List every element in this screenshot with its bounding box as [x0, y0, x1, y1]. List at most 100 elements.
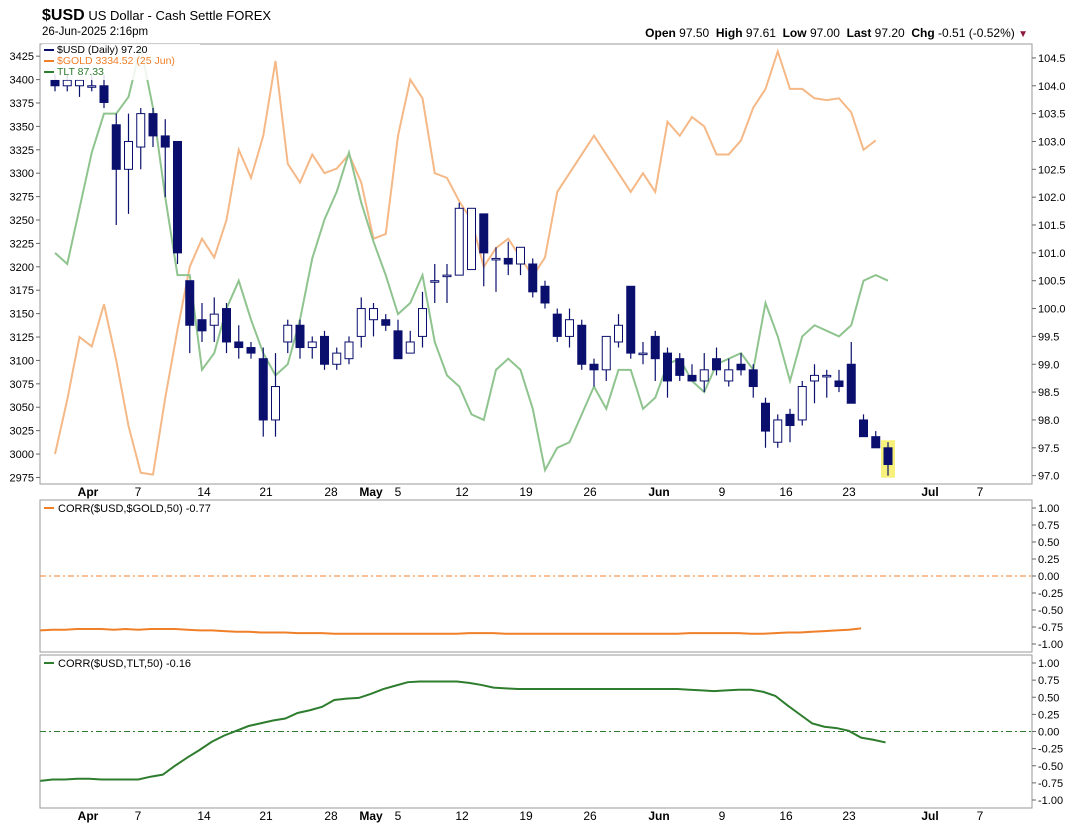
- left-axis-tick-label: 3050: [10, 402, 34, 414]
- right-axis-tick-label: 98.0: [1038, 415, 1059, 427]
- x-axis-label-main: 19: [519, 485, 533, 499]
- gold-price-line: [54, 48, 877, 476]
- usd-candle-body: [271, 386, 280, 421]
- right-axis-tick-label: 101.0: [1038, 248, 1066, 260]
- usd-candle-body: [173, 140, 182, 254]
- usd-candle-body: [442, 274, 452, 278]
- x-axis-label-bottom: 12: [455, 809, 469, 823]
- gold-corr-title: CORR($USD,$GOLD,50) -0.77: [58, 503, 211, 515]
- x-axis-label-main: 7: [135, 485, 142, 499]
- usd-candle-body: [197, 319, 207, 332]
- right-axis-tick-label: 102.0: [1038, 192, 1066, 204]
- open-label: Open: [645, 26, 676, 40]
- x-axis-label-main: 9: [719, 485, 726, 499]
- change-value: -0.51 (-0.52%): [938, 26, 1015, 40]
- left-axis-tick-label: 3300: [10, 168, 34, 180]
- usd-candle-body: [773, 419, 783, 443]
- gold-corr-axis-tick-label: -1.00: [1038, 639, 1063, 651]
- usd-candle-body: [418, 308, 427, 337]
- usd-candle-body: [687, 374, 697, 382]
- usd-candle-body: [675, 358, 685, 376]
- usd-candle-body: [393, 330, 403, 360]
- usd-candle-body: [111, 124, 121, 170]
- symbol-label: $USD: [42, 7, 85, 24]
- legend-background: [42, 44, 200, 80]
- usd-candle-body: [761, 402, 770, 432]
- usd-candle-body: [503, 257, 513, 265]
- x-axis-label-main: Jun: [648, 485, 669, 499]
- usd-candle-body: [589, 363, 599, 371]
- usd-candle-body: [405, 341, 415, 354]
- chart-datetime: 26-Jun-2025 2:16pm: [42, 26, 149, 38]
- right-axis-tick-label: 97.0: [1038, 471, 1059, 483]
- left-axis-tick-label: 3025: [10, 426, 34, 438]
- usd-candle-body: [540, 285, 550, 304]
- usd-candle-body: [577, 324, 587, 365]
- x-axis-label-main: 21: [259, 485, 273, 499]
- usd-candle-body: [87, 85, 97, 88]
- gold-corr-axis-tick-label: -0.75: [1038, 622, 1063, 634]
- usd-candle-body: [516, 246, 525, 265]
- gold-corr-line: [40, 627, 862, 635]
- x-axis-label-main: Jul: [921, 485, 938, 499]
- left-axis-tick-label: 3125: [10, 332, 34, 344]
- usd-candle-body: [332, 352, 342, 365]
- usd-candle-body: [871, 436, 881, 449]
- gold-corr-axis-tick-label: -0.25: [1038, 588, 1063, 600]
- tlt-corr-axis-tick-label: 0.25: [1038, 709, 1059, 721]
- gold-corr-axis-tick-label: 0.00: [1038, 571, 1059, 583]
- usd-candle-body: [601, 335, 611, 371]
- usd-candle-body: [246, 347, 256, 354]
- left-axis-tick-label: 2975: [10, 472, 34, 484]
- usd-candle-body: [479, 213, 489, 254]
- usd-candle-body: [124, 140, 133, 170]
- usd-candle-body: [724, 369, 734, 382]
- left-axis-tick-label: 3100: [10, 355, 34, 367]
- gold-corr-axis-tick-label: 0.50: [1038, 537, 1059, 549]
- low-label: Low: [782, 26, 807, 40]
- right-axis-tick-label: 99.0: [1038, 359, 1059, 371]
- change-label: Chg: [911, 26, 935, 40]
- x-axis-label-main: 7: [977, 485, 984, 499]
- x-axis-label-main: 23: [842, 485, 856, 499]
- usd-candle-body: [467, 207, 476, 271]
- usd-candle-body: [136, 113, 146, 148]
- usd-candle-body: [185, 280, 195, 326]
- usd-candle-body: [699, 369, 709, 382]
- usd-candle-body: [307, 341, 317, 349]
- legend-entry: $USD (Daily) 97.20: [57, 44, 148, 56]
- x-axis-label-bottom: 19: [519, 809, 533, 823]
- x-axis-label-main: 14: [197, 485, 211, 499]
- gold-corr-axis-tick-label: 1.00: [1038, 503, 1059, 515]
- usd-candle-body: [565, 319, 574, 337]
- legend-entry: $GOLD 3334.52 (25 Jun): [57, 55, 175, 67]
- usd-candle-body: [50, 79, 60, 87]
- quote-summary: Open 97.50 High 97.61 Low 97.00 Last 97.…: [645, 26, 1028, 40]
- usd-candle-body: [797, 386, 807, 421]
- usd-candle-body: [663, 352, 672, 382]
- chart-header-title: $USD US Dollar - Cash Settle FOREX: [42, 7, 271, 25]
- open-value: 97.50: [679, 26, 710, 40]
- usd-candle-body: [736, 363, 746, 371]
- left-axis-tick-label: 3175: [10, 285, 34, 297]
- usd-candle-body: [822, 374, 832, 378]
- left-axis-tick-label: 3200: [10, 262, 34, 274]
- right-axis-tick-label: 100.5: [1038, 276, 1066, 288]
- right-axis-tick-label: 98.5: [1038, 387, 1059, 399]
- legend-entry: TLT 87.33: [57, 66, 104, 78]
- usd-candle-body: [62, 79, 72, 87]
- right-axis-tick-label: 104.5: [1038, 53, 1066, 65]
- tlt-corr-title: CORR($USD,TLT,50) -0.16: [58, 658, 191, 670]
- x-axis-label-bottom: 7: [977, 809, 984, 823]
- right-axis-tick-label: 103.5: [1038, 109, 1066, 121]
- x-axis-label-bottom: Jun: [648, 809, 669, 823]
- usd-candle-body: [454, 207, 464, 276]
- x-axis-label-bottom: Apr: [78, 809, 99, 823]
- tlt-corr-axis-tick-label: -0.75: [1038, 778, 1063, 790]
- symbol-description: US Dollar - Cash Settle FOREX: [88, 8, 272, 23]
- left-axis-tick-label: 3225: [10, 238, 34, 250]
- left-axis-tick-label: 3075: [10, 379, 34, 391]
- usd-candle-body: [650, 335, 660, 360]
- usd-candle-body: [846, 363, 856, 404]
